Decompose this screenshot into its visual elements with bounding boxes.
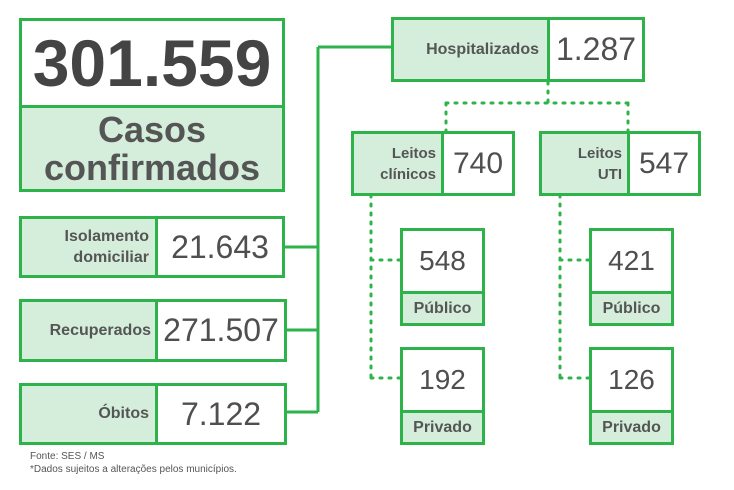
casos-value: 301.559 — [32, 26, 272, 100]
uti-publico-label: Público — [592, 291, 671, 323]
hospitalizados-value: 1.287 — [555, 31, 637, 67]
leitos-uti-label: Leitos UTI — [542, 134, 630, 193]
uti-publico-value: 421 — [608, 245, 655, 276]
clinicos-publico-value: 548 — [419, 245, 466, 276]
obitos-box: Óbitos 7.122 — [19, 383, 287, 445]
recuperados-value: 271.507 — [163, 312, 279, 348]
isolamento-box: Isolamento domiciliar 21.643 — [19, 216, 285, 278]
clinicos-privado-label: Privado — [403, 410, 482, 442]
leitos-clinicos-box: Leitos clínicos 740 — [351, 131, 515, 196]
leitos-uti-box: Leitos UTI 547 — [539, 131, 701, 196]
footer-source: Fonte: SES / MS — [30, 451, 105, 462]
leitos-clinicos-value: 740 — [452, 146, 504, 180]
hospitalizados-label: Hospitalizados — [394, 20, 550, 79]
uti-privado-value: 126 — [608, 364, 655, 395]
isolamento-label: Isolamento domiciliar — [22, 219, 158, 275]
hospitalizados-box: Hospitalizados 1.287 — [391, 17, 645, 82]
footer-note: *Dados sujeitos a alterações pelos munic… — [30, 464, 237, 475]
obitos-label: Óbitos — [22, 386, 158, 442]
isolamento-value: 21.643 — [171, 228, 269, 265]
uti-privado-label: Privado — [592, 410, 671, 442]
clinicos-privado-box: 192 Privado — [400, 347, 485, 445]
clinicos-publico-box: 548 Público — [400, 228, 485, 326]
leitos-clinicos-label: Leitos clínicos — [354, 134, 444, 193]
leitos-uti-value: 547 — [638, 146, 690, 180]
casos-label: Casos confirmados — [22, 105, 282, 189]
casos-box: 301.559 Casos confirmados — [19, 18, 285, 192]
clinicos-publico-label: Público — [403, 291, 482, 323]
uti-publico-box: 421 Público — [589, 228, 674, 326]
clinicos-privado-value: 192 — [419, 364, 466, 395]
recuperados-box: Recuperados 271.507 — [19, 299, 287, 362]
obitos-value: 7.122 — [180, 395, 262, 432]
recuperados-label: Recuperados — [22, 302, 158, 359]
uti-privado-box: 126 Privado — [589, 347, 674, 445]
